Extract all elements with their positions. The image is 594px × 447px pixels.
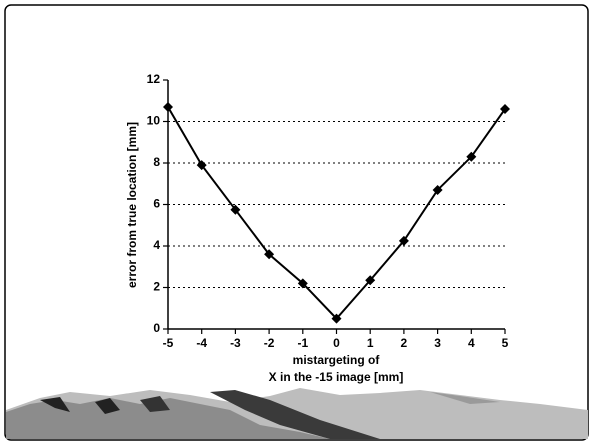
- x-tick-label: -1: [297, 336, 308, 350]
- x-axis-label: X in the -15 image [mm]: [269, 370, 404, 384]
- slide: error from true location [mm] mistargeti…: [0, 0, 594, 447]
- x-tick-label: 3: [434, 336, 441, 350]
- y-tick-label: 6: [153, 197, 160, 211]
- x-tick-label: -4: [196, 336, 207, 350]
- x-tick-label: -2: [264, 336, 275, 350]
- x-tick-label: -3: [230, 336, 241, 350]
- y-tick-label: 10: [147, 114, 161, 128]
- x-tick-label: 0: [333, 336, 340, 350]
- y-tick-label: 12: [147, 72, 161, 86]
- x-tick-label: 2: [401, 336, 408, 350]
- y-tick-label: 2: [153, 280, 160, 294]
- y-tick-label: 4: [153, 238, 160, 252]
- y-tick-label: 0: [153, 321, 160, 335]
- x-tick-label: -5: [163, 336, 174, 350]
- x-tick-label: 1: [367, 336, 374, 350]
- x-tick-label: 4: [468, 336, 475, 350]
- y-axis-label: error from true location [mm]: [125, 122, 139, 288]
- x-tick-label: 5: [502, 336, 509, 350]
- x-axis-label: mistargeting of: [293, 353, 381, 367]
- y-tick-label: 8: [153, 155, 160, 169]
